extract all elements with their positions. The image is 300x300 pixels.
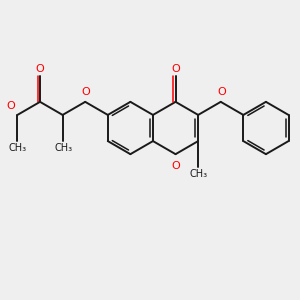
Text: O: O (81, 86, 90, 97)
Text: O: O (6, 101, 15, 111)
Text: CH₃: CH₃ (189, 169, 207, 179)
Text: O: O (36, 64, 44, 74)
Text: O: O (172, 161, 181, 171)
Text: CH₃: CH₃ (9, 142, 27, 153)
Text: CH₃: CH₃ (54, 142, 72, 153)
Text: O: O (171, 64, 180, 74)
Text: O: O (217, 86, 226, 97)
